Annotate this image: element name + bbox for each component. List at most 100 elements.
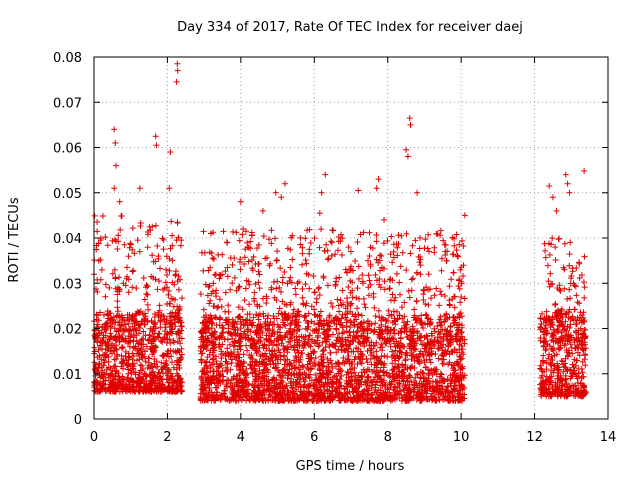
data-point: [542, 247, 549, 254]
data-point: [373, 231, 380, 238]
data-point: [390, 308, 397, 315]
data-point: [364, 326, 371, 333]
data-point: [259, 395, 266, 402]
data-point: [428, 339, 435, 346]
data-point: [365, 397, 372, 404]
data-point: [299, 371, 306, 378]
data-point: [325, 332, 332, 339]
data-point: [136, 185, 143, 192]
data-point: [324, 331, 331, 338]
data-point: [578, 374, 585, 381]
data-point: [240, 387, 247, 394]
data-point: [424, 351, 431, 358]
data-point: [147, 372, 154, 379]
data-point: [382, 316, 389, 323]
data-point: [155, 334, 162, 341]
data-point: [328, 238, 335, 245]
data-point: [137, 362, 144, 369]
data-point: [342, 395, 349, 402]
data-point: [416, 245, 423, 252]
data-point: [368, 339, 375, 346]
data-point: [353, 384, 360, 391]
data-point: [237, 346, 244, 353]
data-point: [173, 382, 180, 389]
data-point: [272, 235, 279, 242]
data-point: [348, 360, 355, 367]
data-point: [578, 338, 585, 345]
data-point: [431, 249, 438, 256]
data-point: [451, 235, 458, 242]
data-point: [565, 347, 572, 354]
data-point: [461, 372, 468, 379]
data-point: [401, 373, 408, 380]
data-point: [547, 360, 554, 367]
data-point: [345, 337, 352, 344]
data-point: [331, 393, 338, 400]
data-point: [205, 267, 212, 274]
data-point: [134, 308, 141, 315]
data-point: [421, 357, 428, 364]
data-point: [315, 330, 322, 337]
data-point: [219, 330, 226, 337]
data-point: [373, 359, 380, 366]
data-point: [362, 379, 369, 386]
data-point: [558, 329, 565, 336]
data-point: [293, 333, 300, 340]
data-point: [269, 327, 276, 334]
data-point: [543, 327, 550, 334]
data-point: [460, 351, 467, 358]
data-point: [144, 387, 151, 394]
data-point: [405, 372, 412, 379]
data-point: [339, 251, 346, 258]
data-point: [452, 367, 459, 374]
data-point: [233, 354, 240, 361]
data-point: [412, 374, 419, 381]
data-point: [173, 349, 180, 356]
data-point: [339, 338, 346, 345]
data-point: [335, 302, 342, 309]
data-point: [422, 301, 429, 308]
data-point: [246, 352, 253, 359]
data-point: [378, 361, 385, 368]
data-point: [163, 339, 170, 346]
data-point: [408, 287, 415, 294]
data-point: [554, 379, 561, 386]
data-point: [401, 387, 408, 394]
data-point: [289, 256, 296, 263]
data-point: [349, 294, 356, 301]
data-point: [307, 239, 314, 246]
data-point: [582, 362, 589, 369]
data-point: [166, 336, 173, 343]
data-point: [329, 331, 336, 338]
data-point: [402, 322, 409, 329]
data-point: [212, 314, 219, 321]
data-point: [255, 268, 262, 275]
data-point: [150, 338, 157, 345]
data-point: [210, 345, 217, 352]
data-point: [323, 241, 330, 248]
data-point: [455, 362, 462, 369]
data-point: [98, 364, 105, 371]
data-point: [455, 283, 462, 290]
data-point: [270, 313, 277, 320]
data-point: [97, 276, 104, 283]
data-point: [338, 372, 345, 379]
data-point: [416, 386, 423, 393]
data-point: [225, 302, 232, 309]
data-point: [257, 390, 264, 397]
data-point: [245, 258, 252, 265]
data-point: [212, 396, 219, 403]
data-point: [202, 396, 209, 403]
data-point: [440, 378, 447, 385]
data-point: [240, 369, 247, 376]
data-point: [553, 309, 560, 316]
data-point: [300, 383, 307, 390]
data-point: [277, 265, 284, 272]
data-point: [120, 280, 127, 287]
data-point: [311, 289, 318, 296]
data-point: [401, 343, 408, 350]
data-point: [325, 255, 332, 262]
data-point: [209, 361, 216, 368]
data-point: [158, 388, 165, 395]
data-point: [398, 329, 405, 336]
